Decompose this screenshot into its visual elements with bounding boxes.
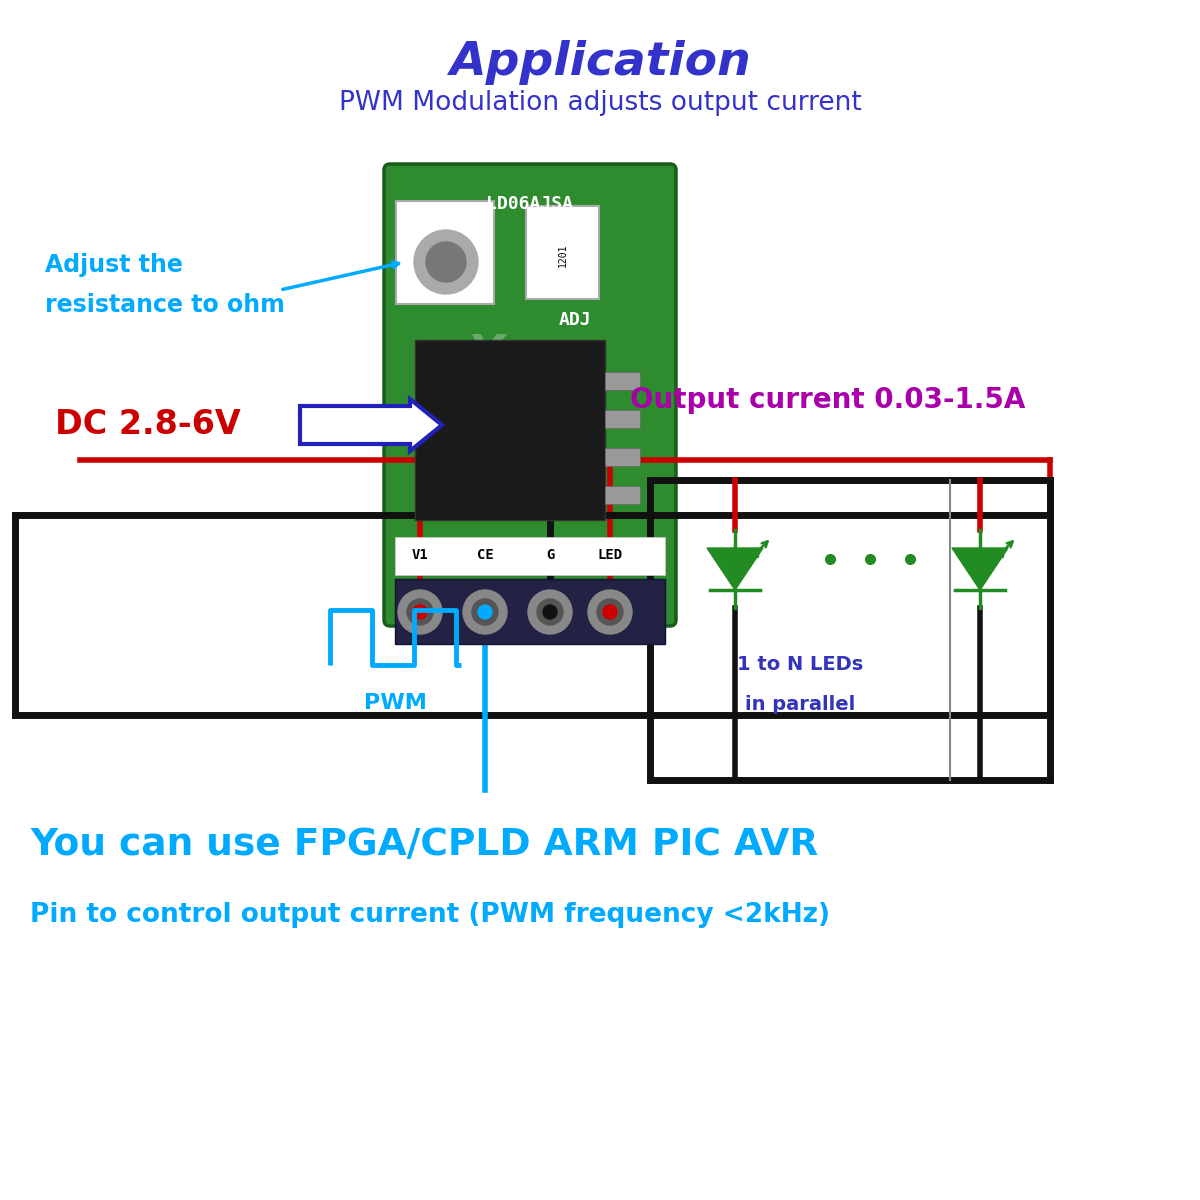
Text: CE: CE [476, 548, 493, 562]
FancyArrow shape [300, 398, 442, 451]
Text: Application: Application [449, 40, 751, 85]
Text: ADJ: ADJ [559, 311, 592, 329]
Text: PWM Modulation adjusts output current: PWM Modulation adjusts output current [338, 90, 862, 116]
Circle shape [463, 590, 506, 634]
Circle shape [598, 599, 623, 625]
FancyBboxPatch shape [384, 164, 676, 626]
Text: V1: V1 [412, 548, 428, 562]
Text: Yan: Yan [468, 332, 562, 378]
FancyBboxPatch shape [605, 486, 640, 504]
Polygon shape [952, 548, 1008, 590]
Text: Pin to control output current (PWM frequency <2kHz): Pin to control output current (PWM frequ… [30, 902, 830, 928]
Text: LD06AJSA: LD06AJSA [486, 194, 574, 212]
Text: in parallel: in parallel [745, 696, 856, 714]
Circle shape [407, 599, 433, 625]
Text: You can use FPGA/CPLD ARM PIC AVR: You can use FPGA/CPLD ARM PIC AVR [30, 827, 818, 863]
Circle shape [414, 230, 478, 294]
FancyBboxPatch shape [605, 410, 640, 428]
Text: Output current 0.03-1.5A: Output current 0.03-1.5A [630, 386, 1025, 414]
Text: LED: LED [598, 548, 623, 562]
Text: 1 to N LEDs: 1 to N LEDs [737, 655, 863, 674]
Text: G: G [546, 548, 554, 562]
Circle shape [478, 605, 492, 619]
Text: DC 2.8-6V: DC 2.8-6V [55, 408, 241, 442]
Circle shape [542, 605, 557, 619]
FancyBboxPatch shape [415, 340, 605, 520]
FancyBboxPatch shape [605, 372, 640, 390]
Text: PWM: PWM [364, 694, 426, 713]
Circle shape [528, 590, 572, 634]
FancyBboxPatch shape [395, 578, 665, 644]
Text: resistance to ohm: resistance to ohm [46, 293, 284, 317]
FancyBboxPatch shape [396, 200, 494, 304]
Circle shape [472, 599, 498, 625]
FancyBboxPatch shape [395, 538, 665, 575]
Circle shape [538, 599, 563, 625]
FancyBboxPatch shape [605, 448, 640, 466]
Circle shape [398, 590, 442, 634]
Circle shape [426, 242, 466, 282]
Circle shape [413, 605, 427, 619]
FancyBboxPatch shape [526, 206, 599, 299]
Circle shape [604, 605, 617, 619]
Circle shape [588, 590, 632, 634]
Text: 1201: 1201 [558, 244, 568, 266]
Text: Adjust the: Adjust the [46, 253, 182, 277]
Polygon shape [707, 548, 763, 590]
